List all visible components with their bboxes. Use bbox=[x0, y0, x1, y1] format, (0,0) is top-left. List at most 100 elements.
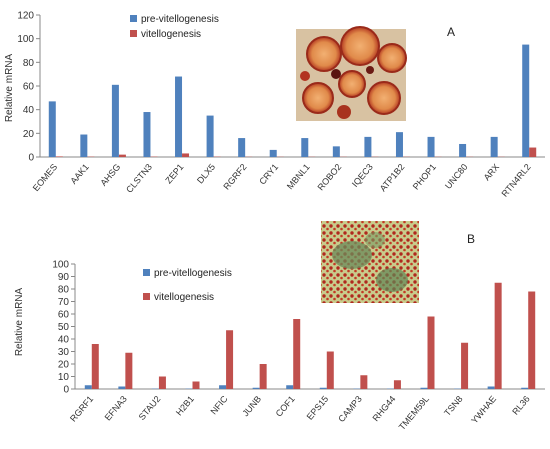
panel-b-bar-pre-vitellogenesis bbox=[319, 387, 327, 389]
panel-b-bar-vitellogenesis bbox=[91, 344, 99, 389]
panel-a-bar-pre-vitellogenesis bbox=[427, 136, 435, 157]
panel-a-category-label: ARX bbox=[482, 162, 502, 183]
panel-b-bar-pre-vitellogenesis bbox=[420, 387, 428, 389]
panel-b-bar-vitellogenesis bbox=[226, 330, 234, 389]
panel-b-y-axis-title: Relative mRNA bbox=[14, 288, 25, 357]
panel-a-bar-vitellogenesis bbox=[118, 154, 126, 157]
panel-b-bar-vitellogenesis bbox=[259, 364, 267, 389]
panel-a-y-tick-label: 120 bbox=[17, 11, 34, 22]
panel-a-bar-pre-vitellogenesis bbox=[459, 143, 467, 157]
panel-a-category-label: MBNL1 bbox=[285, 162, 312, 191]
panel-b-bar-vitellogenesis bbox=[461, 342, 469, 389]
panel-b-category-label: RL36 bbox=[510, 394, 531, 417]
panel-a-category-label: ZEP1 bbox=[163, 162, 185, 186]
panel-b-y-tick-label: 60 bbox=[58, 310, 70, 321]
panel-a-legend-swatch bbox=[130, 15, 137, 22]
panel-b-category-label: JUNB bbox=[240, 394, 263, 418]
panel-b-bar-vitellogenesis bbox=[528, 291, 536, 389]
panel-b-y-tick-label: 90 bbox=[58, 272, 70, 283]
panel-b-y-tick-label: 80 bbox=[58, 285, 70, 296]
panel-b-category-label: EPS15 bbox=[305, 394, 331, 422]
panel-b-bar-pre-vitellogenesis bbox=[286, 385, 294, 389]
panel-a-bar-pre-vitellogenesis bbox=[522, 44, 530, 158]
panel-b-y-tick-label: 70 bbox=[58, 297, 70, 308]
panel-a-legend-label: pre-vitellogenesis bbox=[141, 14, 219, 25]
panel-b-y-tick-label: 0 bbox=[63, 385, 69, 396]
panel-b-legend-swatch bbox=[143, 269, 150, 276]
panel-a-bar-pre-vitellogenesis bbox=[490, 136, 498, 157]
panel-a-category-label: UNC80 bbox=[443, 162, 470, 191]
panel-b-bar-vitellogenesis bbox=[494, 282, 502, 389]
panel-a-y-tick-label: 0 bbox=[28, 153, 34, 164]
panel-b-bar-pre-vitellogenesis bbox=[84, 385, 92, 389]
panel-a-category-label: ATP1B2 bbox=[378, 162, 407, 194]
panel-b-bar-vitellogenesis bbox=[125, 352, 133, 389]
panel-a-category-label: IQEC3 bbox=[350, 162, 375, 189]
panel-a-y-tick-label: 60 bbox=[23, 82, 35, 93]
panel-b-category-label: YWHAE bbox=[469, 394, 498, 426]
panel-a-bar-pre-vitellogenesis bbox=[395, 132, 403, 157]
panel-a-bar-vitellogenesis bbox=[55, 156, 63, 157]
panel-b-category-label: TSN8 bbox=[442, 394, 464, 418]
panel-b-bar-vitellogenesis bbox=[326, 351, 334, 389]
panel-b-bar-vitellogenesis bbox=[360, 375, 368, 389]
panel-a-chart: 0 20 40 60 80 100 120 Relative mRNA A EOMES AAK1 A… bbox=[4, 11, 545, 199]
panel-b-micrograph bbox=[321, 221, 419, 303]
panel-b-category-label: TMEM59L bbox=[397, 394, 431, 432]
panel-a-bar-vitellogenesis bbox=[529, 147, 537, 157]
panel-a-category-label: AHSG bbox=[98, 162, 122, 188]
panel-a-panel-label: A bbox=[447, 25, 455, 39]
panel-a-y-tick-label: 100 bbox=[17, 34, 34, 45]
panel-b-y-tick-label: 20 bbox=[58, 360, 70, 371]
panel-a-bar-pre-vitellogenesis bbox=[143, 112, 151, 157]
panel-b-y-tick-label: 100 bbox=[52, 260, 69, 271]
panel-b-y-tick-label: 10 bbox=[58, 372, 70, 383]
panel-b-bar-pre-vitellogenesis bbox=[219, 385, 227, 389]
panel-b-category-label: H2B1 bbox=[174, 394, 196, 418]
panel-a-bar-pre-vitellogenesis bbox=[269, 149, 277, 157]
panel-a-bar-pre-vitellogenesis bbox=[206, 115, 214, 157]
panel-b-bar-vitellogenesis bbox=[293, 319, 301, 389]
panel-b-legend-label: vitellogenesis bbox=[154, 292, 214, 303]
panel-a-micrograph bbox=[296, 26, 407, 121]
panel-a-category-label: EOMES bbox=[31, 162, 60, 193]
panel-b-legend-label: pre-vitellogenesis bbox=[154, 268, 232, 279]
panel-a-bar-pre-vitellogenesis bbox=[364, 136, 372, 157]
panel-b-bar-vitellogenesis bbox=[393, 380, 401, 389]
panel-a-legend-swatch bbox=[130, 30, 137, 37]
panel-a-category-label: DLX5 bbox=[195, 162, 217, 186]
panel-a-bar-vitellogenesis bbox=[182, 153, 190, 157]
panel-a-category-label: ROBO2 bbox=[315, 162, 343, 193]
panel-a-category-label: RGRF2 bbox=[221, 162, 248, 192]
panel-b-y-tick-label: 30 bbox=[58, 347, 70, 358]
panel-a-bar-pre-vitellogenesis bbox=[175, 76, 183, 157]
panel-a-legend-label: vitellogenesis bbox=[141, 29, 201, 40]
panel-a-category-label: RTN4RL2 bbox=[499, 162, 532, 199]
panel-a-bar-pre-vitellogenesis bbox=[80, 134, 88, 157]
panel-b-category-label: RGRF1 bbox=[68, 394, 95, 424]
panel-b-category-label: NFIC bbox=[208, 393, 229, 416]
panel-b-category-label: STAU2 bbox=[137, 394, 163, 422]
panel-a-bar-pre-vitellogenesis bbox=[238, 138, 246, 157]
panel-a-category-label: CRY1 bbox=[257, 162, 280, 187]
panel-b-bar-pre-vitellogenesis bbox=[487, 386, 495, 389]
panel-b-y-tick-label: 40 bbox=[58, 335, 70, 346]
panel-a-category-label: CLSTN3 bbox=[124, 162, 154, 195]
panel-a-bar-pre-vitellogenesis bbox=[111, 84, 119, 157]
panel-b-category-label: CAMP3 bbox=[336, 394, 364, 424]
panel-a-y-tick-label: 40 bbox=[23, 105, 35, 116]
panel-b-bar-pre-vitellogenesis bbox=[252, 387, 260, 389]
panel-b-category-label: RHG44 bbox=[371, 394, 398, 423]
panel-b-category-label: EFNA3 bbox=[103, 394, 129, 423]
panel-a-y-tick-label: 80 bbox=[23, 58, 35, 69]
panel-a-y-axis-title: Relative mRNA bbox=[4, 54, 15, 123]
panel-b-category-label: COF1 bbox=[274, 394, 297, 419]
panel-a-category-label: AAK1 bbox=[68, 162, 90, 186]
panel-b-panel-label: B bbox=[467, 232, 475, 246]
panel-b-bar-vitellogenesis bbox=[192, 381, 200, 389]
panel-b-bar-pre-vitellogenesis bbox=[521, 387, 529, 389]
panel-b-y-tick-label: 50 bbox=[58, 322, 70, 333]
panel-a-bar-pre-vitellogenesis bbox=[301, 138, 309, 157]
